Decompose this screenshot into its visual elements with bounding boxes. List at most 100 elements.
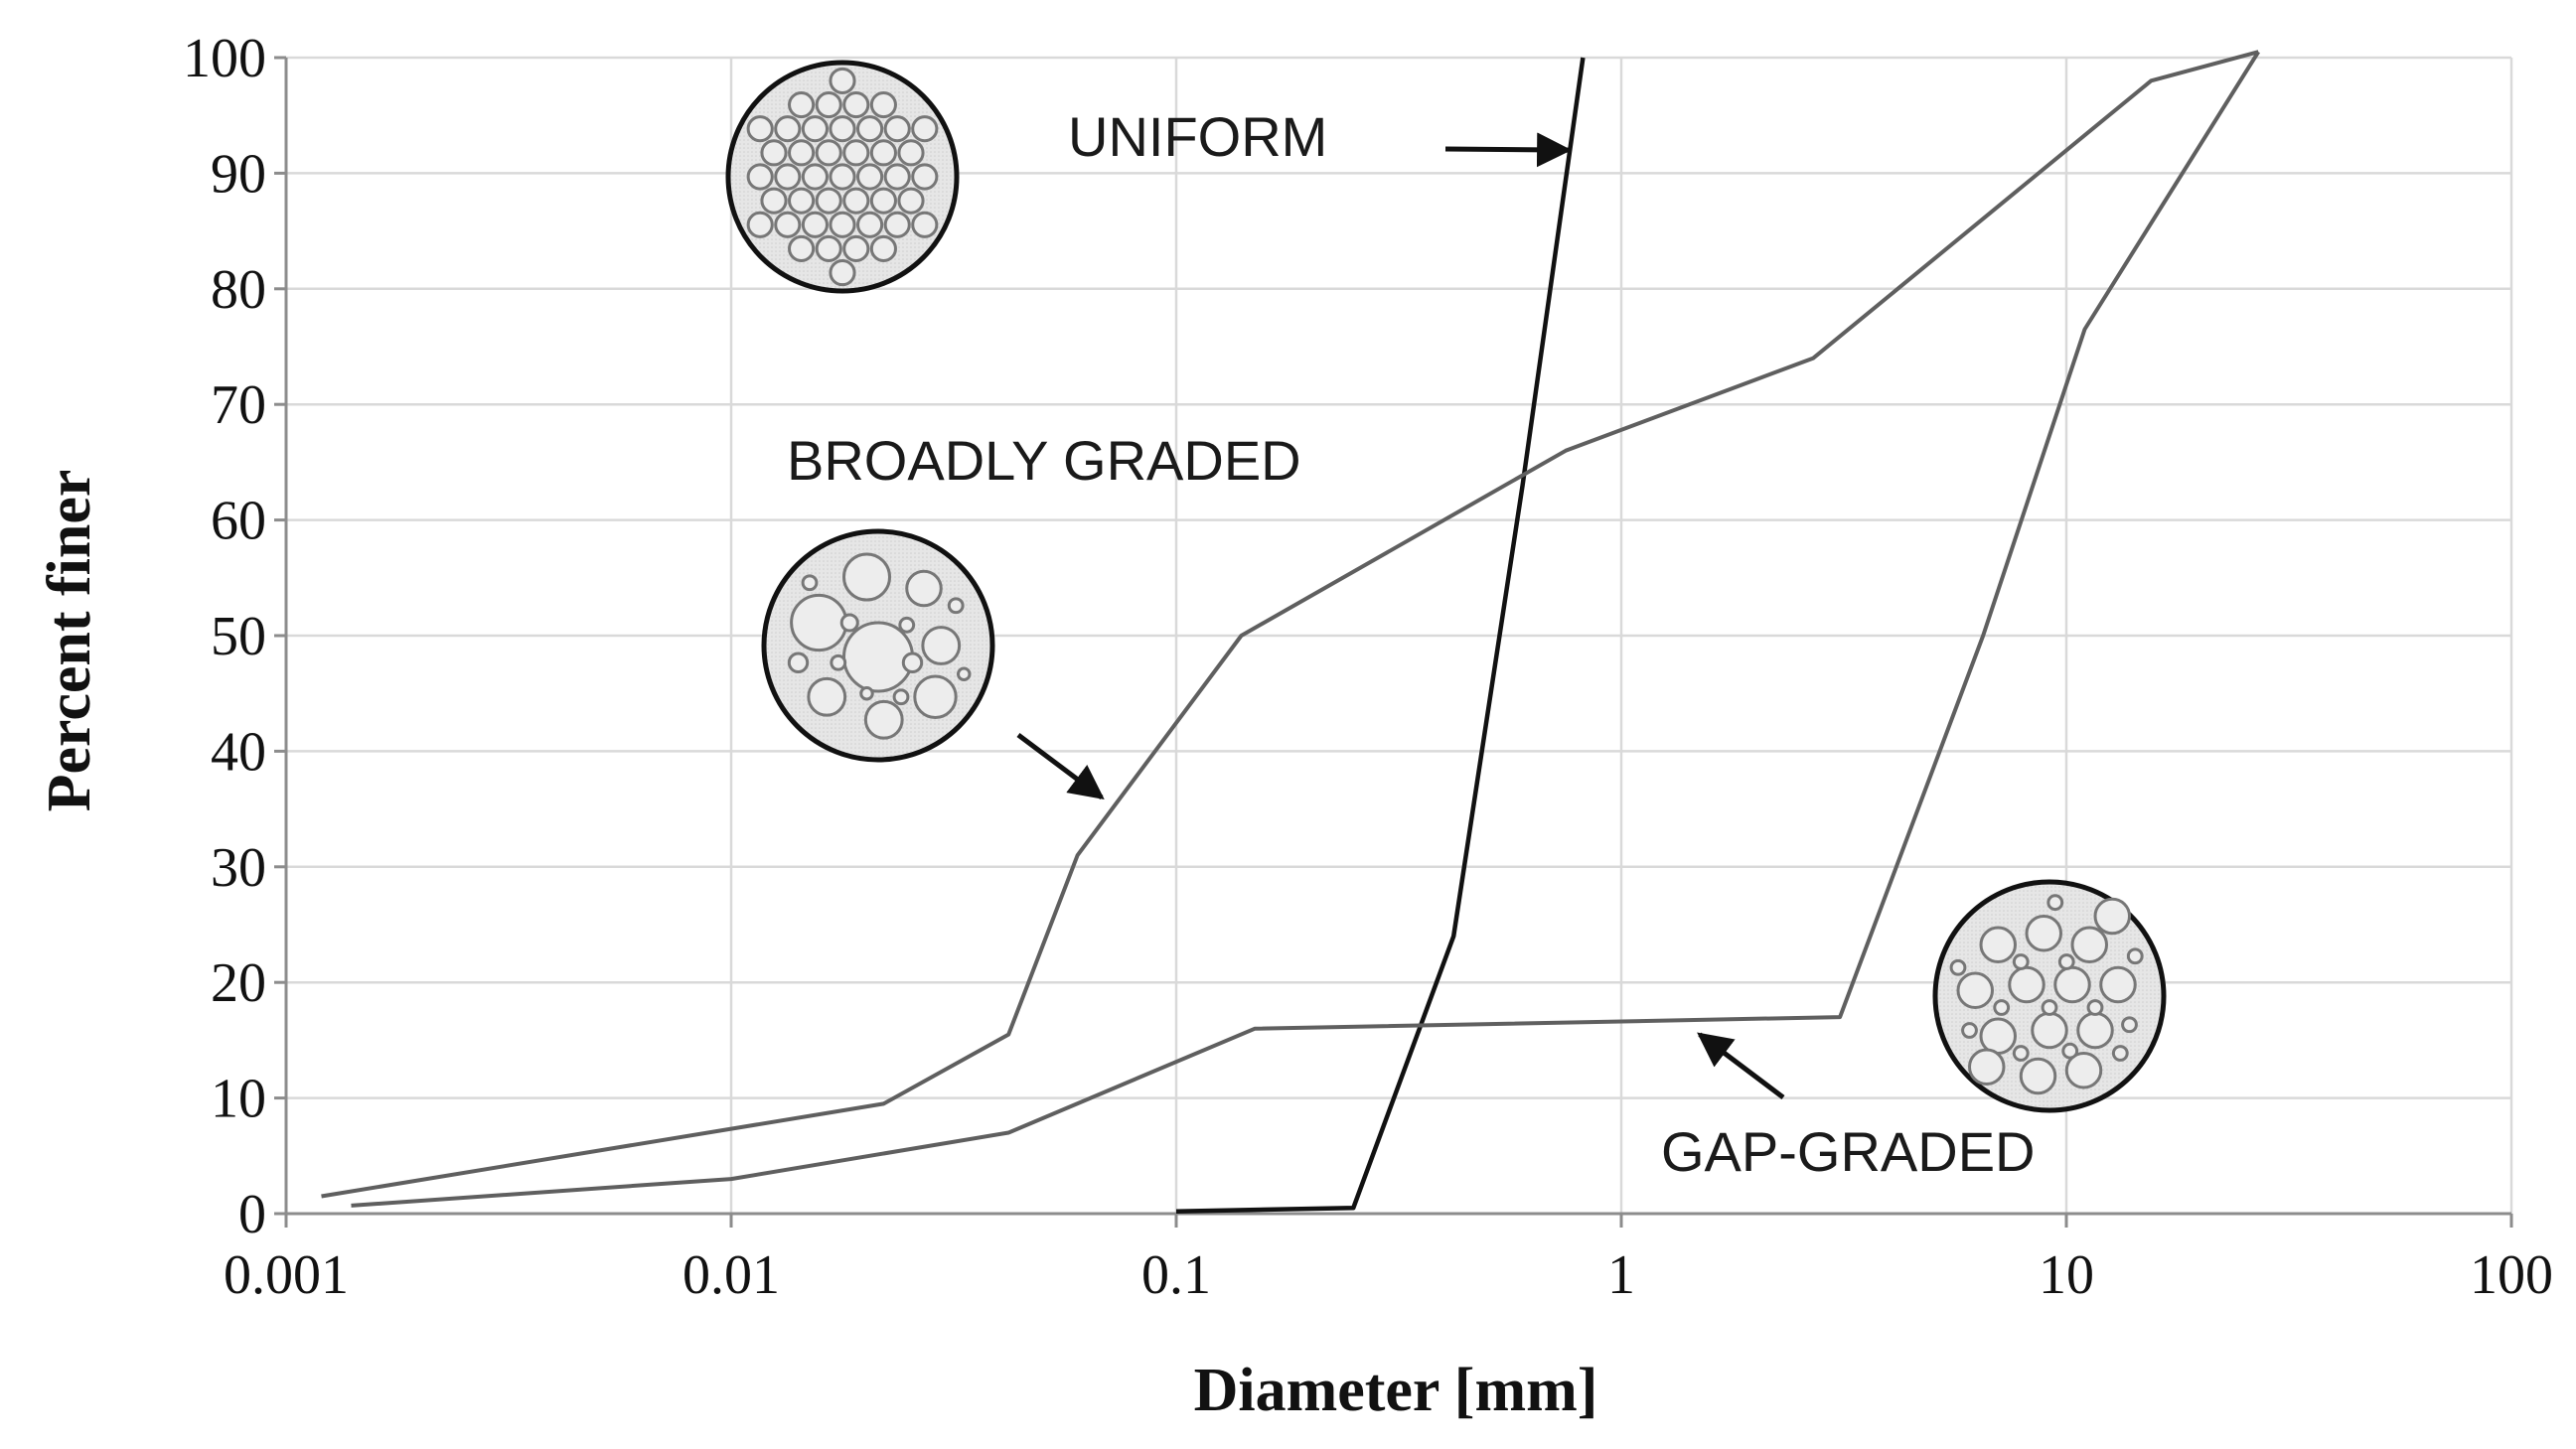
icon-uniform-grain-3 [842,90,870,119]
broadly-graded-particles-icon [761,528,995,763]
icon-uniform-grain-42 [829,259,856,287]
icon-broad-grain-17 [801,574,819,592]
y-tick-label-7: 70 [211,374,266,436]
icon-uniform-grain-9 [856,115,884,143]
icon-uniform-grain-5 [746,115,774,143]
icon-gap-grain-7 [1979,1017,2017,1055]
icon-uniform-grain-14 [815,139,842,167]
gap-graded-particles-icon [1932,879,2167,1113]
y-axis-title: Percent finer [36,470,103,812]
x-tick-label-3: 1 [1607,1244,1635,1306]
icon-gap-grain-25 [2046,894,2064,912]
grid [286,56,2513,1214]
icon-uniform-grain-0 [829,67,856,94]
icon-broad-grain-10 [839,613,859,633]
icon-uniform-grain-10 [883,115,911,143]
icon-uniform-grain-2 [815,90,842,119]
icon-gap-grain-2 [2070,926,2108,963]
icon-uniform-grain-11 [911,115,939,143]
icon-uniform-grain-41 [869,234,897,263]
icon-uniform-grain-20 [801,163,829,191]
x-tick-label-1: 0.01 [682,1244,780,1306]
icon-gap-grain-9 [2076,1011,2114,1050]
y-tick-label-8: 80 [211,259,266,321]
icon-broad-grain-9 [901,652,924,673]
particle-icons [725,60,2167,1113]
icon-uniform-grain-27 [815,187,842,215]
x-tick-label-5: 100 [2470,1244,2553,1306]
icon-uniform-grain-6 [774,115,802,143]
icon-gap-grain-8 [2031,1011,2068,1050]
icon-uniform-grain-17 [897,139,925,167]
y-tick-label-3: 30 [211,837,266,899]
icon-uniform-grain-34 [829,211,856,238]
icon-uniform-grain-15 [842,139,870,167]
icon-uniform-grain-35 [856,211,884,238]
icon-gap-grain-17 [2041,999,2058,1016]
icon-gap-grain-13 [2093,897,2131,936]
series-lines [321,50,2260,1214]
icon-gap-grain-5 [2053,965,2091,1004]
icon-gap-grain-22 [1961,1022,1978,1039]
series-line-uniform [1175,57,1586,1214]
icon-uniform-grain-1 [788,90,816,119]
annotation-gap-graded: GAP-GRADED [1661,1120,2036,1183]
icon-broad-grain-7 [807,676,847,717]
icon-uniform-grain-30 [897,187,925,215]
icon-gap-grain-26 [2126,947,2144,965]
icon-gap-grain-21 [2121,1016,2138,1034]
icon-uniform-grain-33 [801,211,829,238]
icon-broad-grain-14 [892,688,910,706]
icon-broad-grain-15 [859,686,874,701]
icon-uniform-grain-21 [829,163,856,191]
arrow-uniform [1444,132,1573,168]
icon-broad-grain-0 [842,621,914,693]
icon-broad-grain-8 [787,652,810,673]
y-tick-label-0: 0 [238,1184,266,1245]
x-tick-label-2: 0.1 [1141,1244,1211,1306]
icon-uniform-grain-31 [746,211,774,238]
icon-gap-grain-12 [1968,1048,2006,1087]
icon-gap-grain-18 [2086,999,2104,1016]
icon-broad-grain-16 [957,666,972,681]
icon-broad-grain-13 [830,653,847,671]
y-tick-label-2: 20 [211,952,266,1014]
x-tick-label-4: 10 [2039,1244,2094,1306]
icon-broad-grain-4 [921,626,962,665]
icon-uniform-grain-29 [869,187,897,215]
icon-uniform-grain-39 [815,234,842,263]
icon-uniform-grain-4 [869,90,897,119]
icon-uniform-grain-26 [788,187,816,215]
annotations: UNIFORM BROADLY GRADED GAP-GRADED [787,105,2036,1183]
icon-gap-grain-6 [2099,965,2137,1004]
series-line-broadly-graded [321,50,2259,1199]
y-tick-label-6: 60 [211,491,266,552]
icon-uniform-grain-25 [760,187,788,215]
icon-gap-grain-14 [2012,953,2030,970]
annotation-broadly-graded: BROADLY GRADED [787,429,1301,492]
icon-uniform-grain-19 [774,163,802,191]
icon-gap-grain-11 [2064,1052,2103,1089]
icon-uniform-grain-23 [883,163,911,191]
icon-broad-grain-5 [913,674,958,719]
series-line-gap-graded [351,51,2260,1208]
icon-gap-grain-0 [1979,926,2017,963]
icon-uniform-grain-36 [883,211,911,238]
y-tick-label-9: 90 [211,143,266,205]
icon-gap-grain-1 [2025,915,2062,952]
y-tick-label-4: 40 [211,721,266,783]
icon-uniform-grain-40 [842,234,870,263]
icon-uniform-grain-16 [869,139,897,167]
icon-uniform-grain-24 [911,163,939,191]
icon-gap-grain-23 [2111,1045,2129,1062]
icon-broad-grain-3 [905,569,943,608]
uniform-particles-icon [725,60,960,294]
y-tick-label-1: 10 [211,1069,266,1130]
icon-broad-grain-6 [863,699,904,740]
axes [274,56,2513,1228]
icon-uniform-grain-32 [774,211,802,238]
icon-uniform-grain-13 [788,139,816,167]
icon-gap-grain-20 [2061,1042,2079,1060]
